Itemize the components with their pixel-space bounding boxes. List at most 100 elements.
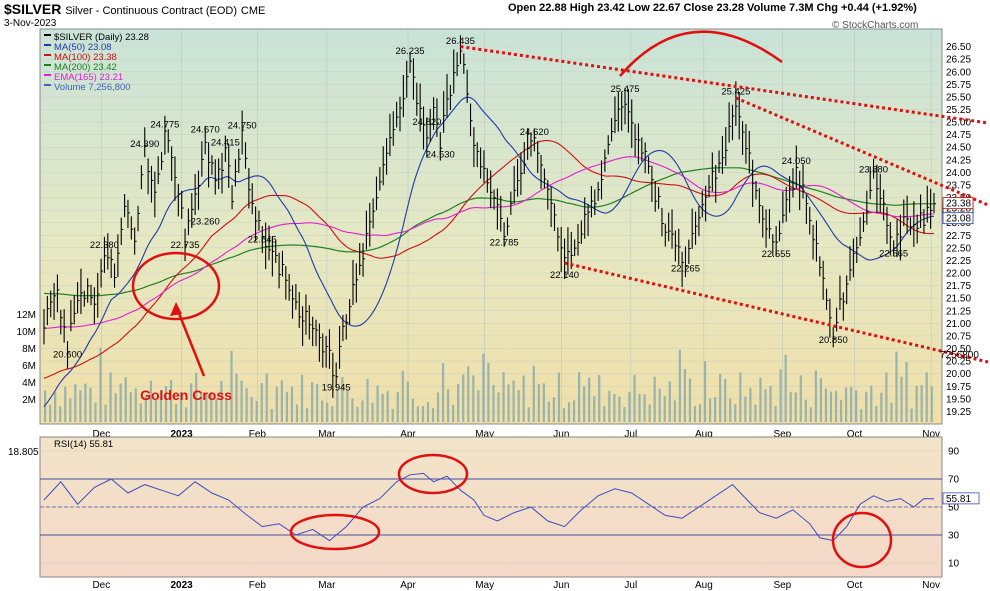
ma100-line	[43, 139, 935, 379]
volume-bar	[668, 381, 671, 422]
x-tick-label: May	[475, 429, 494, 440]
rsi-y-tick-label: 90	[948, 447, 960, 458]
volume-bar	[517, 390, 520, 422]
volume-bar	[416, 406, 419, 422]
volume-bar	[452, 404, 455, 422]
volume-bar	[930, 386, 933, 422]
volume-tick-label: 2M	[22, 395, 36, 406]
price-label: 22.380	[90, 240, 119, 251]
volume-bar	[688, 378, 692, 422]
ma200-line	[43, 167, 935, 297]
last-value-text: 23.38	[946, 199, 971, 210]
volume-bar	[809, 407, 812, 422]
rsi-last-marker	[942, 492, 980, 505]
volume-bar	[124, 377, 127, 422]
volume-bar	[371, 402, 374, 422]
legend-entry: MA(100) 23.38	[54, 52, 117, 63]
volume-bar	[114, 393, 117, 422]
price-label: 22.265	[671, 264, 700, 275]
x-tick-label: Dec	[92, 429, 110, 440]
volume-bar	[487, 362, 490, 422]
price-label: 24.390	[130, 139, 159, 150]
volume-bar	[578, 372, 581, 422]
last-value-text: 23.28	[946, 204, 971, 215]
volume-bar	[316, 383, 319, 422]
volume-bar	[749, 387, 752, 422]
rsi-x-tick-label: Apr	[400, 580, 416, 591]
volume-bar	[734, 404, 737, 422]
rsi-y-tick-label: 30	[948, 531, 960, 542]
volume-bar	[351, 398, 354, 422]
volume-bar	[356, 406, 359, 422]
volume-bar	[739, 372, 742, 422]
price-label: 24.670	[191, 125, 220, 136]
y-tick-label: 25.75	[946, 80, 971, 91]
legend-swatch	[44, 34, 51, 36]
volume-bar	[819, 378, 823, 422]
volume-bar	[885, 372, 888, 422]
volume-bar	[59, 406, 62, 422]
x-tick-label: Feb	[249, 429, 267, 440]
ohlc-readout: Open 22.88 High 23.42 Low 22.67 Close 23…	[508, 2, 917, 14]
volume-bar	[104, 404, 107, 422]
y-tick-label: 20.75	[946, 331, 971, 342]
volume-bar	[431, 408, 435, 422]
volume-bar	[426, 402, 430, 422]
volume-bar	[119, 383, 122, 422]
volume-bar	[839, 399, 843, 422]
volume-bar	[719, 374, 722, 422]
volume-bar	[79, 390, 82, 422]
volume-bar	[134, 388, 137, 422]
volume-bar	[462, 374, 465, 422]
volume-bar	[855, 390, 858, 422]
volume-bar	[774, 405, 777, 422]
x-tick-label: Mar	[318, 429, 336, 440]
volume-bar	[880, 392, 883, 422]
volume-tick-label: 10M	[17, 327, 36, 338]
volume-bar	[643, 394, 646, 422]
volume-bar	[210, 392, 213, 422]
volume-bar	[698, 404, 702, 422]
x-tick-label: Nov	[922, 429, 940, 440]
volume-tick-label: 8M	[22, 344, 36, 355]
volume-bar	[598, 375, 601, 422]
legend-entry: EMA(165) 23.21	[54, 72, 123, 83]
price-label: 25.425	[721, 87, 750, 98]
volume-bar	[663, 396, 666, 422]
volume-bar	[527, 407, 530, 422]
volume-bar	[497, 392, 500, 422]
rsi-x-tick-label: Jun	[553, 580, 569, 591]
volume-bar	[744, 396, 747, 422]
volume-bar	[174, 404, 178, 422]
volume-bar	[366, 379, 369, 422]
price-label: 26.235	[396, 46, 425, 57]
volume-bar	[305, 408, 309, 422]
volume-bar	[220, 380, 223, 422]
volume-bar	[588, 377, 591, 422]
volume-bar	[341, 376, 344, 422]
volume-bar	[472, 375, 475, 422]
price-label: 22.735	[171, 240, 200, 251]
y-tick-label: 24.50	[946, 143, 971, 154]
volume-bar	[628, 391, 631, 422]
inner-trendline	[735, 96, 989, 207]
volume-bar	[492, 384, 495, 422]
volume-bar	[321, 400, 324, 422]
volume-bar	[905, 361, 908, 422]
volume-bar	[265, 373, 268, 422]
volume-bar	[49, 404, 52, 422]
price-label: 20.600	[53, 349, 82, 360]
volume-bar	[673, 400, 676, 422]
rsi-left-label: 18.805	[8, 447, 39, 458]
rsi-x-tick-label: Nov	[922, 580, 940, 591]
volume-bar	[779, 369, 782, 422]
volume-bar	[683, 369, 686, 422]
y-tick-label: 24.00	[946, 168, 971, 179]
volume-bar	[180, 392, 183, 422]
chart-date: 3-Nov-2023	[4, 18, 57, 29]
volume-bar	[205, 392, 208, 422]
volume-bar	[225, 398, 228, 422]
y-tick-label: 22.00	[946, 269, 971, 280]
volume-bar	[295, 404, 299, 422]
volume-bar	[804, 399, 807, 422]
